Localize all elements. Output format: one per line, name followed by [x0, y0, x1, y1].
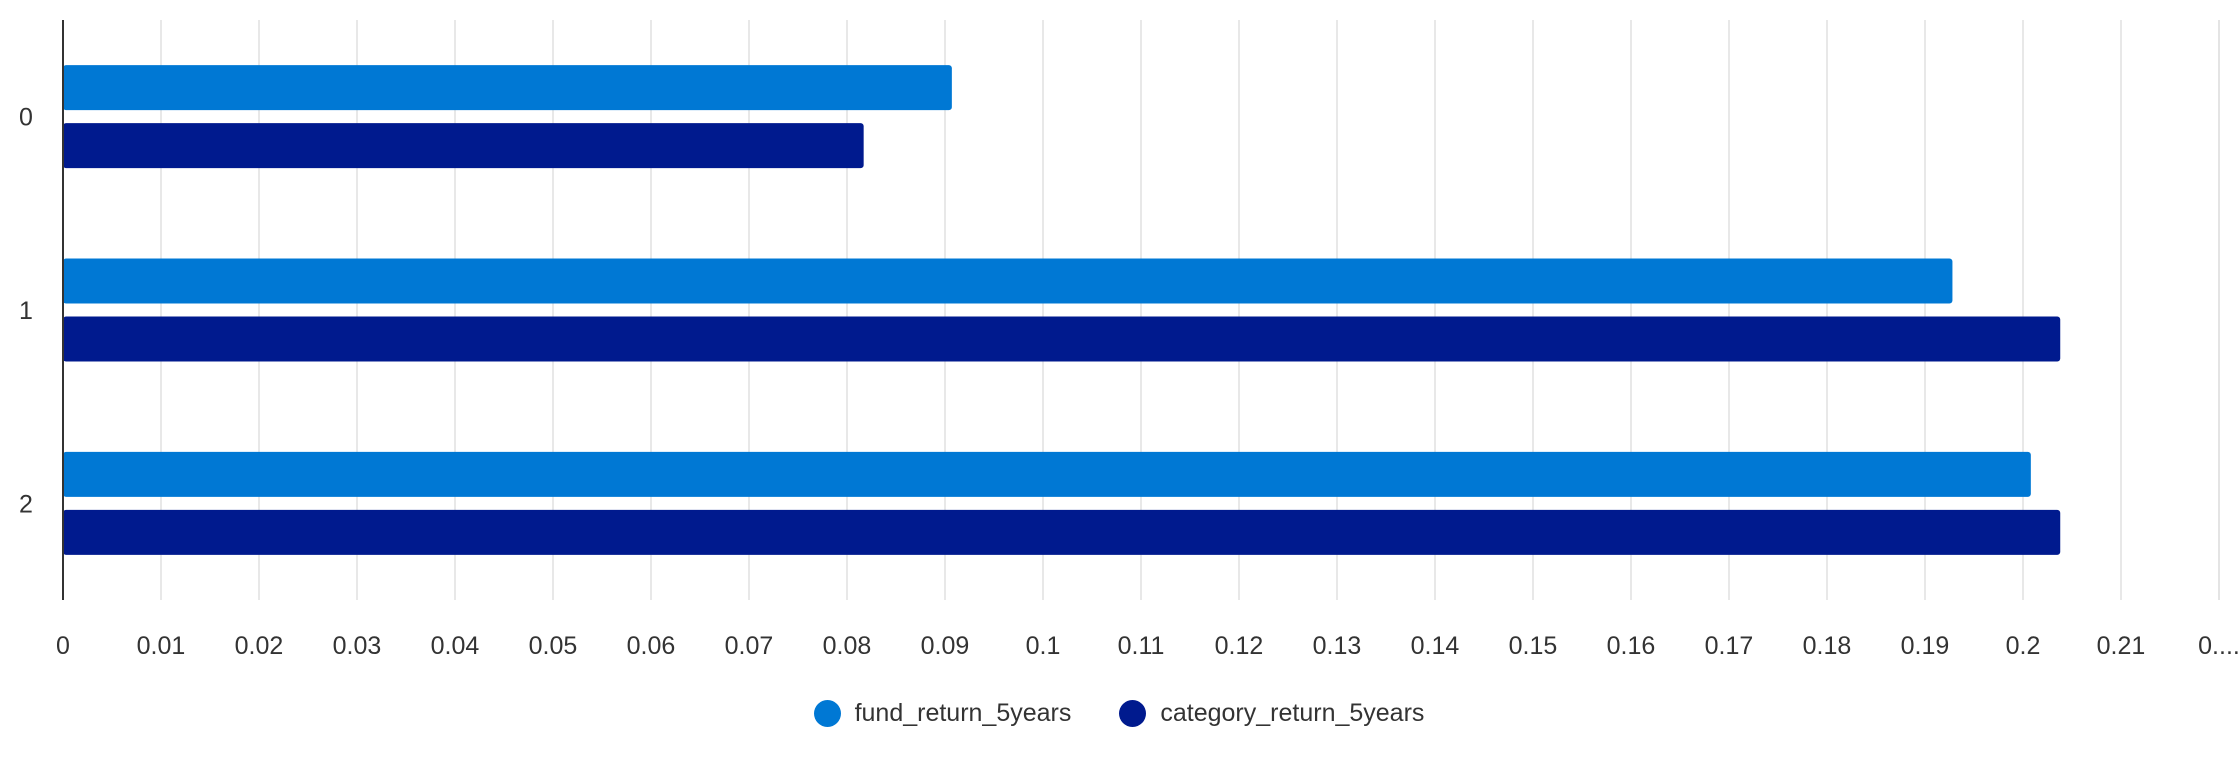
- legend-label-fund: fund_return_5years: [854, 698, 1072, 727]
- bar-category_return_5years-1[interactable]: [63, 316, 2061, 362]
- x-tick-label: 0.21: [2097, 632, 2146, 660]
- legend: fund_return_5years category_return_5year…: [0, 693, 2238, 733]
- gridlines: [160, 20, 2220, 600]
- bar-category_return_5years-0[interactable]: [63, 123, 864, 169]
- bar-fund_return_5years-0[interactable]: [63, 65, 952, 111]
- x-axis-labels: 0 0.01 0.02 0.03 0.04 0.05 0.06 0.07 0.08 0.09 0.1…: [56, 632, 2238, 660]
- legend-swatch-fund: [813, 699, 841, 727]
- bar-fund_return_5years-2[interactable]: [63, 451, 2031, 497]
- x-tick-label: 0.15: [1509, 632, 1558, 660]
- x-tick-label: 0.01: [137, 632, 186, 660]
- x-tick-label: 0.11: [1118, 632, 1165, 660]
- x-tick-label: 0.16: [1607, 632, 1656, 660]
- legend-item-category[interactable]: category_return_5years: [1119, 699, 1424, 728]
- bar-chart: 0 1 2 0 0.01 0.02 0.03 0.04 0.05 0.06 0.07 0.08 0.0…: [19, 20, 2238, 660]
- bar-category_return_5years-2[interactable]: [63, 509, 2061, 555]
- legend-item-fund[interactable]: fund_return_5years: [813, 698, 1072, 728]
- x-tick-label: 0.1: [1026, 632, 1061, 660]
- x-tick-label: 0.17: [1705, 632, 1754, 660]
- x-tick-label: 0....: [2198, 632, 2238, 660]
- bars: [63, 65, 2061, 555]
- x-tick-label: 0.14: [1411, 632, 1460, 660]
- legend-swatch-category: [1119, 699, 1147, 727]
- bar-fund_return_5years-1[interactable]: [63, 258, 1953, 304]
- x-tick-label: 0.05: [529, 632, 578, 660]
- y-tick-label: 0: [19, 104, 33, 132]
- legend-label-category: category_return_5years: [1160, 698, 1425, 727]
- x-tick-label: 0: [56, 632, 70, 660]
- x-tick-label: 0.13: [1313, 632, 1362, 660]
- y-axis-labels: 0 1 2: [19, 104, 33, 519]
- y-tick-label: 1: [19, 297, 33, 325]
- x-tick-label: 0.12: [1215, 632, 1264, 660]
- x-tick-label: 0.2: [2006, 632, 2041, 660]
- x-tick-label: 0.08: [823, 632, 872, 660]
- x-tick-label: 0.06: [627, 632, 676, 660]
- x-tick-label: 0.09: [921, 632, 970, 660]
- x-tick-label: 0.02: [235, 632, 284, 660]
- x-tick-label: 0.04: [431, 632, 480, 660]
- x-tick-label: 0.03: [333, 632, 382, 660]
- y-tick-label: 2: [19, 490, 33, 518]
- x-tick-label: 0.07: [725, 632, 774, 660]
- x-tick-label: 0.18: [1803, 632, 1852, 660]
- x-tick-label: 0.19: [1901, 632, 1950, 660]
